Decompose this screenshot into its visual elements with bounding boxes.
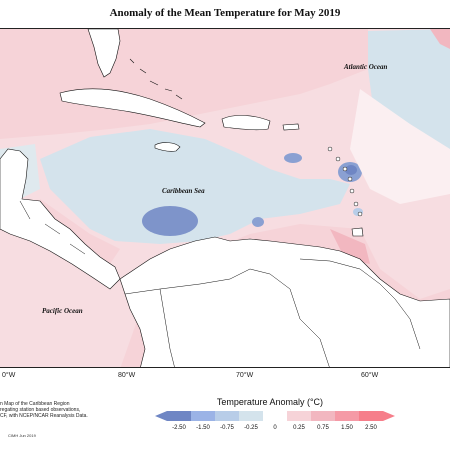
warm-anomaly-north	[0, 29, 368, 139]
legend-title: Temperature Anomaly (°C)	[216, 397, 324, 407]
legend-swatch	[215, 411, 239, 421]
warm-anomaly-guyana	[330, 229, 370, 264]
longitude-label-80w: 80°W	[118, 372, 136, 379]
legend-tick-label: 0.25	[293, 425, 305, 431]
note-line: n Map of the Caribbean Region	[0, 401, 70, 407]
land-hispaniola	[221, 115, 271, 131]
land-cuba	[59, 88, 206, 128]
map-title: Anomaly of the Mean Temperature for May …	[109, 7, 341, 19]
legend-color-bar	[155, 411, 395, 421]
land-south-america	[119, 236, 450, 367]
warm-anomaly-central-america	[40, 199, 120, 264]
map-canvas	[0, 29, 450, 367]
legend-swatch	[167, 411, 191, 421]
land-yucatan-central-america	[0, 148, 121, 290]
longitude-label-60w: 60°W	[361, 372, 379, 379]
legend-arrow-left	[155, 411, 167, 421]
legend-swatch	[335, 411, 359, 421]
longitude-label-70w: 70°W	[236, 372, 254, 379]
land-florida	[87, 29, 121, 78]
warm-anomaly-atlantic-core	[430, 29, 450, 49]
legend-tick-label: -0.25	[244, 425, 258, 431]
atlantic-ocean-label: Atlantic Ocean	[344, 63, 388, 71]
legend-swatch	[191, 411, 215, 421]
lesser-antilles	[327, 146, 363, 217]
country-borders	[19, 200, 421, 367]
cool-core-abc-islands	[252, 217, 264, 227]
legend-tick-label: 0	[273, 425, 277, 431]
legend-swatch	[359, 411, 383, 421]
legend-tick-label: 2.50	[365, 425, 377, 431]
legend-swatch	[311, 411, 335, 421]
legend-tick-label: 1.50	[341, 425, 353, 431]
land-puerto-rico	[282, 123, 300, 131]
land-jamaica	[154, 142, 181, 152]
land-trinidad	[351, 227, 364, 237]
legend-tick-label: -1.50	[196, 425, 210, 431]
pacific-ocean-label: Pacific Ocean	[42, 307, 83, 315]
caribbean-sea-label: Caribbean Sea	[162, 187, 205, 195]
white-anomaly-east	[350, 89, 450, 204]
cool-core-central	[142, 206, 198, 236]
legend-tick-label: 0.75	[317, 425, 329, 431]
cool-core-puerto-rico	[284, 153, 302, 163]
cool-core-leeward-inner	[345, 165, 357, 175]
land-masses	[0, 29, 450, 367]
legend-tick-label: -2.50	[172, 425, 186, 431]
legend-arrow-right	[383, 411, 395, 421]
anomaly-map: Atlantic Ocean Caribbean Sea Pacific Oce…	[0, 28, 450, 368]
note-line: CF, with NCEP/NCAR Reanalysis Data.	[0, 413, 88, 419]
credit-text: CIMH Jun 2019	[8, 433, 36, 438]
cool-anomaly-caribbean	[40, 129, 350, 244]
legend-swatch	[263, 411, 287, 421]
legend-tick-label: -0.75	[220, 425, 234, 431]
longitude-label-90w: 0°W	[2, 372, 16, 379]
map-notes: n Map of the Caribbean Region regating s…	[0, 401, 140, 419]
land-bahamas	[129, 58, 183, 100]
note-line: regating station based observations,	[0, 407, 81, 413]
legend-swatch	[287, 411, 311, 421]
legend-swatch	[239, 411, 263, 421]
